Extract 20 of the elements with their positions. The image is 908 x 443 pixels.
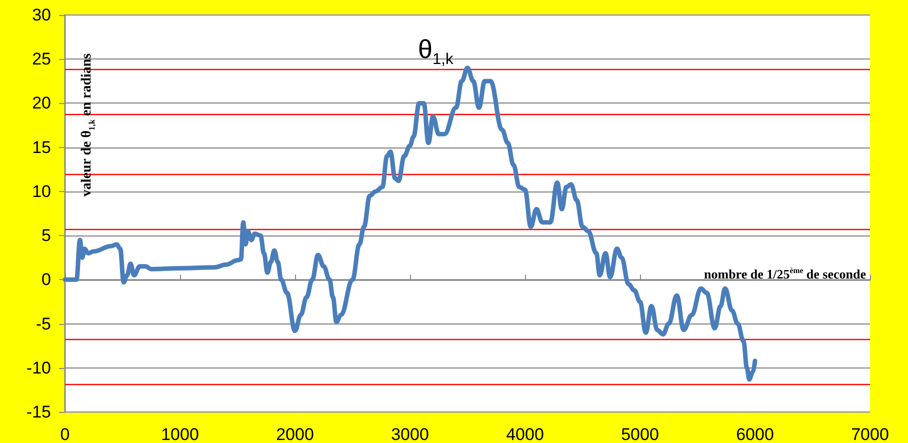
x-tick-label: 5000 [621,425,659,443]
x-tick-label: 4000 [506,425,544,443]
x-tick-label: 7000 [851,425,889,443]
x-tick-label: 6000 [736,425,774,443]
y-tick-label: -15 [26,402,51,422]
y-tick-label: 30 [32,6,51,24]
x-tick-label: 2000 [276,425,314,443]
y-tick-label: 25 [32,50,51,69]
y-tick-label: 15 [32,138,51,157]
x-tick-label: 3000 [391,425,429,443]
x-tick-label: 0 [60,425,70,443]
y-tick-label: -10 [26,358,51,378]
y-tick-label: -5 [36,314,51,334]
y-tick-label: 5 [42,226,51,246]
x-tick-label: 1000 [161,425,199,443]
annotation: θ$_{1,k}$ [418,34,454,70]
y-tick-label: 0 [42,270,51,290]
y-tick-label: 20 [32,94,51,113]
y-tick-label: 10 [32,182,51,201]
x-axis-title: nombre de 1/25$^{ème}$ de seconde [704,266,866,282]
